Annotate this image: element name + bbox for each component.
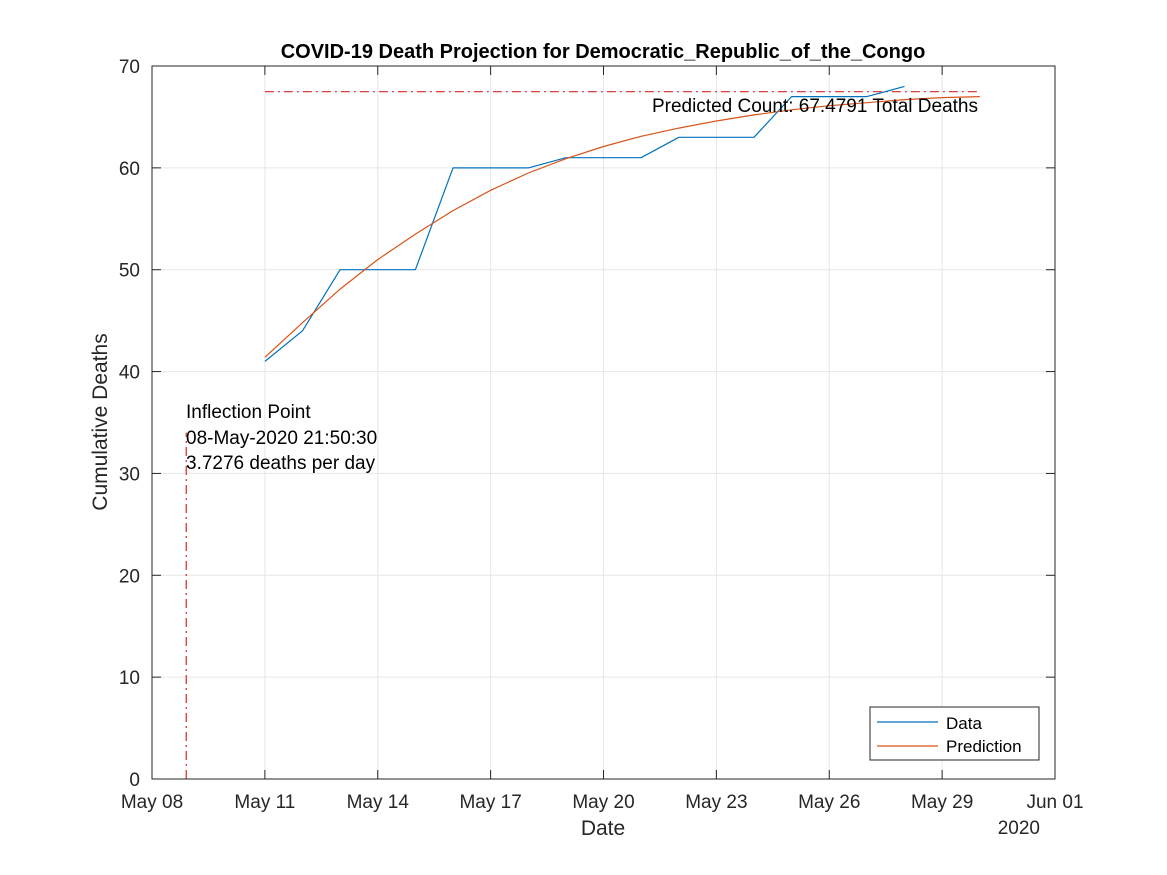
chart-title: COVID-19 Death Projection for Democratic… <box>281 41 926 63</box>
x-tick-label: May 23 <box>685 792 747 813</box>
x-tick-label: May 26 <box>798 792 860 813</box>
x-axis-title: Date <box>581 817 625 840</box>
reference-lines <box>185 91 980 779</box>
y-tick-label: 60 <box>119 159 140 180</box>
inflection-date: 08-May-2020 21:50:30 <box>186 428 377 449</box>
axis-ticks: May 08 May 11 May 14 May 17 May 20 May 23 May … <box>119 57 1084 813</box>
legend-box <box>869 706 1040 761</box>
x-tick-label: May 14 <box>347 792 410 813</box>
legend: Data Prediction <box>869 706 1040 761</box>
x-axis-year-label: 2020 <box>998 818 1040 839</box>
legend-label-prediction: Prediction <box>946 737 1022 756</box>
inflection-rate: 3.7276 deaths per day <box>186 453 376 474</box>
legend-label-data: Data <box>946 714 982 733</box>
y-tick-label: 40 <box>119 363 140 384</box>
y-axis-title: Cumulative Deaths <box>89 333 112 510</box>
x-tick-label: May 29 <box>911 792 973 813</box>
x-tick-label: May 11 <box>234 792 295 813</box>
x-tick-label: May 17 <box>459 792 521 813</box>
y-tick-label: 0 <box>129 770 140 791</box>
x-tick-label: May 20 <box>572 792 634 813</box>
y-tick-label: 30 <box>119 464 140 485</box>
x-tick-label: May 08 <box>121 792 183 813</box>
y-tick-label: 70 <box>119 57 140 78</box>
series-line-prediction <box>264 96 980 358</box>
y-tick-label: 50 <box>119 261 140 282</box>
series-line-data <box>264 85 905 362</box>
y-tick-label: 10 <box>119 668 140 689</box>
predicted-count-annotation: Predicted Count: 67.4791 Total Deaths <box>652 96 978 117</box>
x-tick-label: Jun 01 <box>1026 792 1083 813</box>
series-lines <box>264 85 980 362</box>
y-tick-label: 20 <box>119 566 140 587</box>
inflection-title: Inflection Point <box>186 402 311 423</box>
